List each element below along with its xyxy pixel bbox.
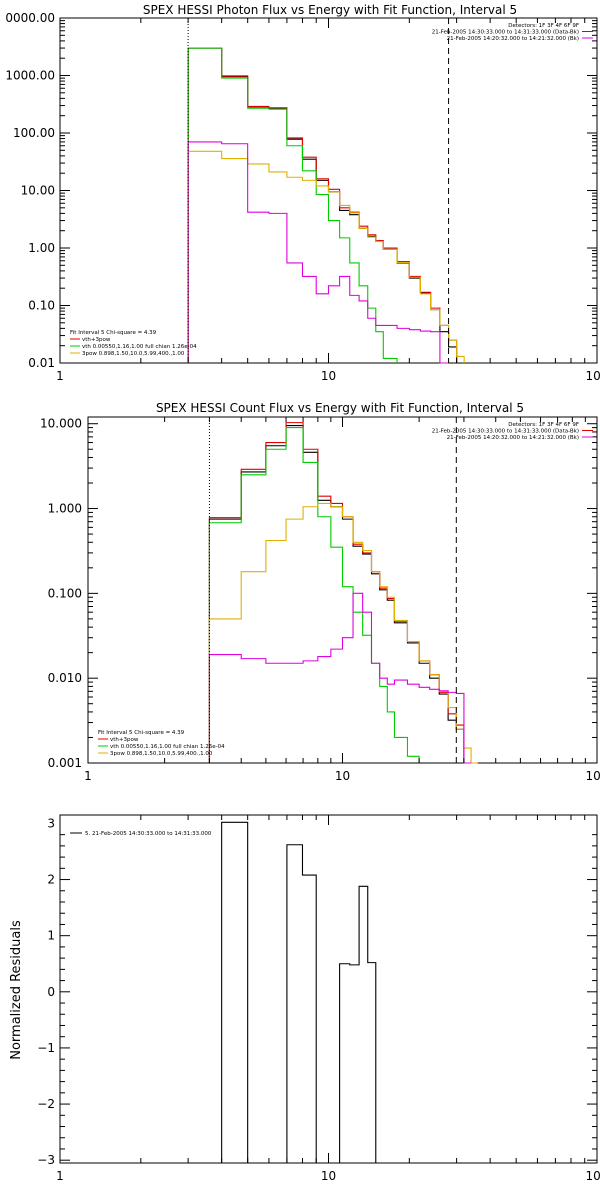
- photon-flux-panel: SPEX HESSI Photon Flux vs Energy with Fi…: [5, 3, 600, 383]
- y-tick-label: 100.00: [13, 126, 55, 140]
- x-tick-label: 100: [586, 769, 600, 783]
- residuals-plot-frame: [59, 814, 598, 1164]
- y-tick-label: 10.000: [40, 417, 82, 431]
- x-tick-label: 10: [335, 769, 350, 783]
- y-tick-label: 0.10: [28, 299, 55, 313]
- series-3pow: [187, 150, 465, 363]
- legend-entry: 3pow 0.898,1.50,10.0,5.99,400.,1.00: [82, 351, 185, 357]
- x-tick-label: 100: [586, 1169, 600, 1183]
- top-legend-entry: 21-Feb-2005 14:20:32.000 to 14:21:32.000…: [447, 435, 579, 441]
- photon-ticks-group: 1 10 100 0.01 0.10 1.00 10.00 100.00 1000.00 0000…: [5, 11, 600, 383]
- count-plot-frame: [87, 416, 598, 764]
- y-tick-label: 1000.00: [5, 69, 55, 83]
- series-3pow: [208, 502, 478, 764]
- residuals-ticks-group: 1 10 100 −3 −2 −1 0 1 2 3: [37, 815, 600, 1183]
- legend-entry: vth 0.00550,1.16,1.00 full chian 1.26e-0…: [82, 344, 197, 350]
- x-tick-label: 1: [56, 1169, 64, 1183]
- y-tick-label: −1: [37, 1041, 55, 1055]
- legend-entry: vth 0.00550,1.16,1.00 full chian 1.26e-0…: [110, 744, 225, 750]
- x-tick-label: 10: [321, 369, 336, 383]
- legend-entry: vth+3pow: [110, 737, 139, 743]
- series-residuals: [188, 821, 449, 1164]
- count-ticks-group: 1 10 100 0.001 0.010 0.100 1.000 10.000: [40, 417, 600, 783]
- series-vth: [208, 427, 420, 763]
- top-legend-entry: Detectors: 1F 3F 4F 6F 9F: [508, 422, 579, 428]
- photon-series-group: [187, 47, 465, 364]
- series-data: [208, 425, 465, 763]
- x-tick-label: 1: [56, 369, 64, 383]
- y-tick-label: 3: [47, 816, 55, 830]
- y-tick-label: 1: [47, 929, 55, 943]
- series-vth+3pow: [208, 422, 465, 763]
- legend-entry: 3pow 0.898,1.50,10.0,5.99,400.,1.00: [110, 751, 213, 757]
- y-tick-label: 0: [47, 985, 55, 999]
- y-tick-label: 0.100: [48, 586, 82, 600]
- top-legend-entry: 21-Feb-2005 14:30:33.000 to 14:31:33.000…: [432, 30, 579, 36]
- x-tick-label: 1: [84, 769, 92, 783]
- y-tick-label: 1.00: [28, 241, 55, 255]
- residuals-y-label: Normalized Residuals: [9, 920, 24, 1060]
- legend-entry: 5. 21-Feb-2005 14:30:33.000 to 14:31:33.…: [85, 831, 212, 837]
- count-series-group: [208, 422, 478, 764]
- series-vth+3pow: [187, 47, 458, 363]
- legend-entry: Fit Interval 5 Chi-square = 4.39: [98, 730, 185, 736]
- y-tick-label: 0000.00: [5, 11, 55, 25]
- count-flux-panel: SPEX HESSI Count Flux vs Energy with Fit…: [40, 401, 600, 783]
- residuals-panel: Normalized Residuals 1 10 100 −3 −2 −1 0 1 2 3 5.…: [9, 814, 600, 1183]
- y-tick-label: 1.000: [48, 502, 82, 516]
- legend-entry: Fit Interval 5 Chi-square = 4.39: [70, 330, 157, 336]
- top-legend-entry: 21-Feb-2005 14:30:33.000 to 14:31:33.000…: [432, 429, 579, 435]
- x-tick-label: 10: [321, 1169, 336, 1183]
- y-tick-label: 2: [47, 873, 55, 887]
- series-vth: [187, 47, 398, 363]
- y-tick-label: 0.001: [48, 756, 82, 770]
- residuals-annotations: 5. 21-Feb-2005 14:30:33.000 to 14:31:33.…: [70, 831, 212, 837]
- x-tick-label: 100: [586, 369, 600, 383]
- series-data: [187, 47, 458, 363]
- top-legend-entry: Detectors: 1F 3F 4F 6F 9F: [508, 23, 579, 29]
- top-legend-entry: 21-Feb-2005 14:20:32.000 to 14:21:32.000…: [447, 36, 579, 42]
- series-background: [208, 592, 472, 764]
- legend-entry: vth+3pow: [82, 337, 111, 343]
- y-tick-label: 0.01: [28, 356, 55, 370]
- count-title: SPEX HESSI Count Flux vs Energy with Fit…: [156, 401, 524, 415]
- y-tick-label: 0.010: [48, 671, 82, 685]
- y-tick-label: −2: [37, 1097, 55, 1111]
- y-tick-label: 10.00: [21, 184, 55, 198]
- series-background: [187, 141, 449, 364]
- residuals-series-group: [188, 821, 449, 1164]
- y-tick-label: −3: [37, 1153, 55, 1167]
- photon-title: SPEX HESSI Photon Flux vs Energy with Fi…: [143, 3, 517, 17]
